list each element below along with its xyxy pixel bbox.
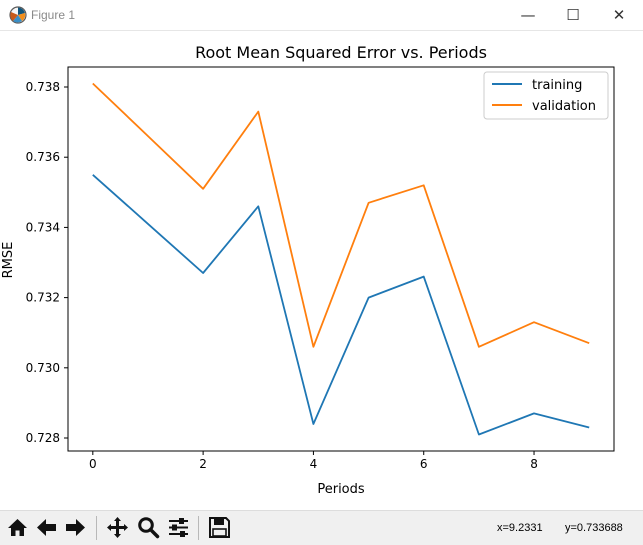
navigation-toolbar: x=9.2331 y=0.733688 (0, 510, 643, 545)
figure-canvas[interactable]: Root Mean Squared Error vs. Periods Peri… (0, 31, 643, 510)
toolbar-separator (96, 516, 97, 540)
x-tick-label: 6 (420, 457, 428, 471)
y-tick-label: 0.732 (26, 291, 60, 305)
y-tick-label: 0.736 (26, 150, 60, 164)
x-axis-label: Periods (317, 482, 365, 497)
back-button[interactable] (33, 514, 60, 541)
y-tick-label: 0.728 (26, 431, 60, 445)
window-titlebar: Figure 1 — ☐ ✕ (0, 0, 643, 31)
y-tick-label: 0.730 (26, 361, 60, 375)
legend-label-validation: validation (532, 99, 596, 114)
home-icon (8, 519, 27, 536)
arrow-right-icon (66, 519, 85, 536)
y-tick-label: 0.738 (26, 80, 60, 94)
window-title: Figure 1 (31, 8, 76, 22)
zoom-button[interactable] (135, 514, 162, 541)
sliders-icon (169, 518, 188, 537)
rmse-chart: Root Mean Squared Error vs. Periods Peri… (0, 31, 643, 510)
home-button[interactable] (4, 514, 31, 541)
matplotlib-logo-icon (9, 6, 27, 24)
minimize-icon: — (520, 6, 536, 24)
y-axis-label: RMSE (1, 242, 16, 279)
series-line-validation (92, 82, 590, 348)
y-tick-label: 0.734 (26, 220, 60, 234)
x-tick-label: 0 (89, 457, 97, 471)
legend: training validation (483, 71, 609, 120)
plot-frame (67, 66, 615, 452)
toolbar-separator (198, 516, 199, 540)
x-tick-label: 2 (199, 457, 207, 471)
x-tick-label: 4 (310, 457, 318, 471)
magnifier-icon (138, 517, 160, 539)
configure-subplots-button[interactable] (165, 514, 192, 541)
floppy-disk-icon (209, 517, 230, 538)
x-coordinate-readout: x=9.2331 (497, 522, 543, 534)
move-icon (107, 517, 128, 538)
maximize-icon: ☐ (566, 6, 580, 24)
close-window-button[interactable]: ✕ (596, 0, 642, 30)
chart-title: Root Mean Squared Error vs. Periods (195, 43, 487, 62)
x-tick-label: 8 (530, 457, 538, 471)
save-button[interactable] (206, 514, 233, 541)
series-line-training (92, 174, 590, 436)
arrow-left-icon (37, 519, 56, 536)
pan-button[interactable] (104, 514, 131, 541)
close-icon: ✕ (612, 6, 626, 24)
maximize-button[interactable]: ☐ (550, 0, 596, 30)
y-coordinate-readout: y=0.733688 (565, 522, 623, 534)
minimize-button[interactable]: — (505, 0, 551, 30)
legend-label-training: training (532, 78, 582, 93)
forward-button[interactable] (62, 514, 89, 541)
